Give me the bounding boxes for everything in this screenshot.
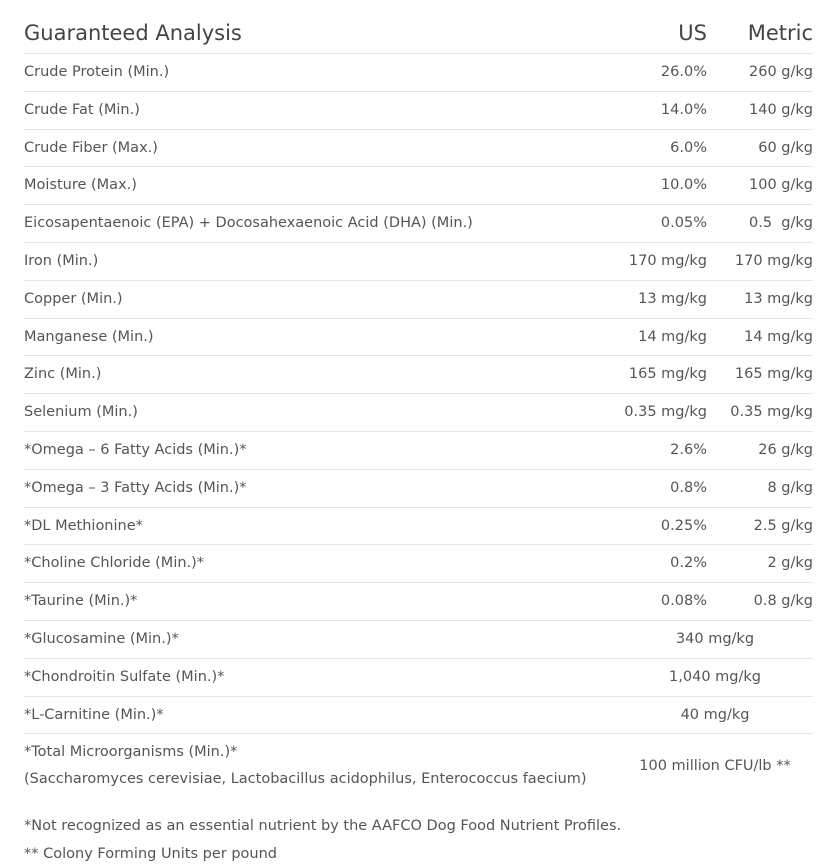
row-label: *Taurine (Min.)* — [24, 593, 138, 610]
row-divider — [24, 657, 813, 659]
header-title: Guaranteed Analysis — [24, 21, 242, 45]
row-divider — [24, 468, 813, 470]
row-label: *Omega – 3 Fatty Acids (Min.)* — [24, 479, 247, 496]
row-label: Eicosapentaenoic (EPA) + Docosahexaenoic… — [24, 215, 473, 232]
row-us: 0.08% — [660, 593, 707, 610]
row-us: 6.0% — [670, 139, 707, 156]
header-us: US — [678, 21, 707, 45]
row-label: *L-Carnitine (Min.)* — [24, 706, 164, 723]
row-metric: 14 mg/kg — [744, 328, 813, 345]
row-us: 0.05% — [660, 215, 707, 232]
row-divider — [24, 620, 813, 621]
row-label: *Omega – 6 Fatty Acids (Min.)* — [24, 441, 247, 458]
row-metric: 2 g/kg — [767, 555, 813, 572]
row-label: *Glucosamine (Min.)* — [24, 630, 179, 647]
row-label: Selenium (Min.) — [24, 404, 138, 421]
row-label: *Choline Chloride (Min.)* — [24, 555, 205, 572]
row-label: *Chondroitin Sulfate (Min.)* — [24, 668, 225, 685]
row-divider — [24, 733, 813, 735]
row-metric: 140 g/kg — [749, 101, 813, 118]
row-label: Manganese (Min.) — [24, 328, 154, 345]
row-divider — [24, 393, 813, 395]
row-value: 40 mg/kg — [680, 706, 750, 723]
row-metric: 0.5 g/kg — [749, 215, 813, 232]
row-note: (Saccharomyces cerevisiae, Lactobacillus… — [24, 771, 587, 788]
row-divider — [24, 317, 813, 319]
row-divider — [24, 355, 813, 357]
row-divider — [24, 431, 813, 432]
row-metric: 8 g/kg — [767, 479, 813, 496]
row-metric: 2.5 g/kg — [753, 517, 813, 534]
row-metric: 0.35 mg/kg — [730, 404, 813, 421]
row-label: Zinc (Min.) — [24, 366, 102, 383]
row-metric: 170 mg/kg — [734, 252, 813, 269]
row-divider — [24, 242, 813, 243]
row-label: Copper (Min.) — [24, 290, 123, 307]
row-us: 2.6% — [670, 441, 707, 458]
row-metric: 165 mg/kg — [734, 366, 813, 383]
row-divider — [24, 695, 813, 697]
row-value: 340 mg/kg — [675, 630, 755, 647]
row-us: 26.0% — [660, 63, 707, 80]
row-us: 14 mg/kg — [638, 328, 707, 345]
row-metric: 260 g/kg — [749, 63, 813, 80]
row-divider — [24, 582, 813, 584]
row-us: 0.25% — [660, 517, 707, 534]
row-label: *Total Microorganisms (Min.)* — [24, 744, 238, 761]
row-divider — [24, 279, 813, 281]
row-divider — [24, 506, 813, 508]
row-label: Crude Fat (Min.) — [24, 101, 140, 118]
row-value: 100 million CFU/lb ** — [639, 758, 791, 775]
row-us: 0.2% — [670, 555, 707, 572]
row-us: 10.0% — [660, 177, 707, 194]
row-metric: 26 g/kg — [758, 441, 813, 458]
row-value: 1,040 mg/kg — [669, 668, 761, 685]
row-metric: 60 g/kg — [758, 139, 813, 156]
row-divider — [24, 544, 813, 546]
row-label: *DL Methionine* — [24, 517, 143, 534]
row-metric: 100 g/kg — [749, 177, 813, 194]
row-label: Crude Protein (Min.) — [24, 63, 170, 80]
row-label: Moisture (Max.) — [24, 177, 137, 194]
footnote: ** Colony Forming Units per pound — [24, 846, 277, 862]
row-us: 14.0% — [660, 101, 707, 118]
row-metric: 0.8 g/kg — [753, 593, 813, 610]
row-us: 13 mg/kg — [638, 290, 707, 307]
row-divider — [24, 204, 813, 206]
row-metric: 13 mg/kg — [744, 290, 813, 307]
row-divider — [24, 128, 813, 130]
row-us: 165 mg/kg — [628, 366, 707, 383]
row-us: 0.35 mg/kg — [624, 404, 707, 421]
row-divider — [24, 53, 813, 54]
footnote: *Not recognized as an essential nutrient… — [24, 818, 622, 834]
row-divider — [24, 90, 813, 92]
row-label: Iron (Min.) — [24, 252, 99, 269]
header-metric: Metric — [747, 21, 813, 45]
row-label: Crude Fiber (Max.) — [24, 139, 158, 156]
row-us: 170 mg/kg — [628, 252, 707, 269]
row-divider — [24, 166, 813, 168]
row-us: 0.8% — [670, 479, 707, 496]
